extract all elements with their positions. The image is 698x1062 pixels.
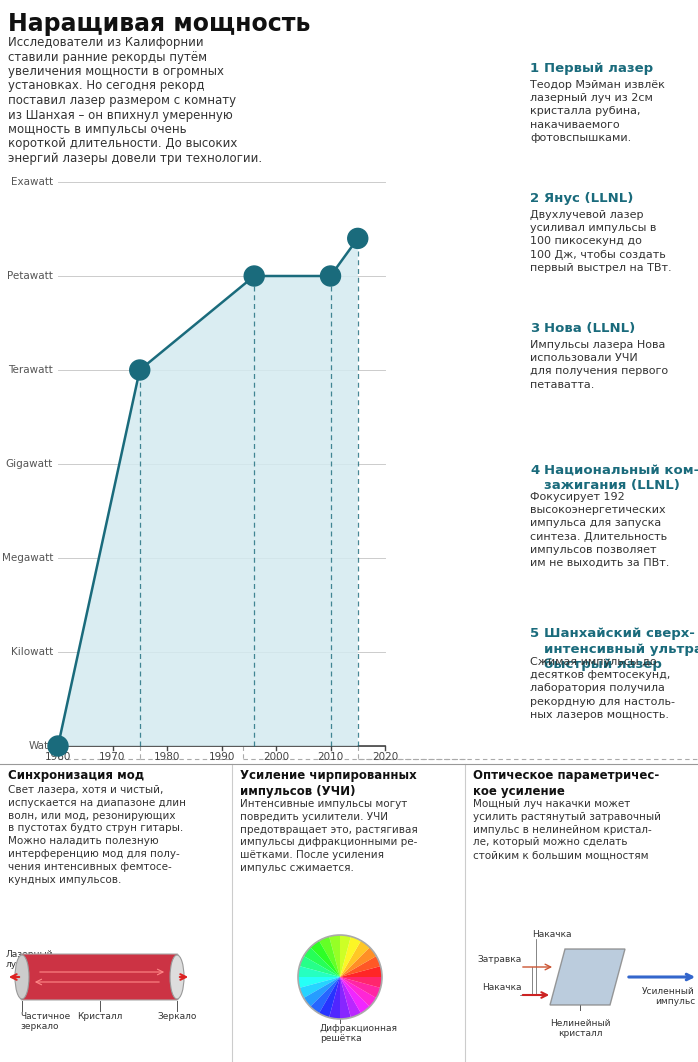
Text: мощность в импульсы очень: мощность в импульсы очень (8, 123, 186, 136)
Text: ставили ранние рекорды путём: ставили ранние рекорды путём (8, 51, 207, 64)
Text: Кристалл: Кристалл (77, 1012, 122, 1021)
Wedge shape (340, 956, 380, 977)
Text: 1970: 1970 (99, 752, 126, 763)
Text: короткой длительности. До высоких: короткой длительности. До высоких (8, 137, 237, 151)
Text: Сжимая импульсы до
десятков фемтосекунд,
лаборатория получила
рекордную для наст: Сжимая импульсы до десятков фемтосекунд,… (530, 657, 675, 720)
Text: Теодор Мэйман извлёк
лазерный луч из 2см
кристалла рубина,
накачиваемого
фотовсп: Теодор Мэйман извлёк лазерный луч из 2см… (530, 80, 665, 142)
Text: Оптическое параметричес-
кое усиление: Оптическое параметричес- кое усиление (473, 769, 659, 798)
Text: Watt: Watt (29, 741, 53, 751)
Circle shape (48, 736, 68, 756)
Wedge shape (340, 977, 380, 998)
Text: Нелинейный
кристалл: Нелинейный кристалл (550, 1020, 610, 1039)
Text: Интенсивные импульсы могут
повредить усилители. УЧИ
предотвращает это, растягива: Интенсивные импульсы могут повредить уси… (240, 799, 417, 873)
Wedge shape (340, 977, 370, 1013)
Circle shape (320, 266, 341, 286)
Wedge shape (340, 935, 351, 977)
Text: Мощный луч накачки может
усилить растянутый затравочный
импульс в нелинейном кри: Мощный луч накачки может усилить растяну… (473, 799, 661, 860)
Text: Свет лазера, хотя и чистый,
испускается на диапазоне длин
волн, или мод, резонир: Свет лазера, хотя и чистый, испускается … (8, 785, 186, 885)
Text: 4: 4 (327, 271, 334, 281)
Wedge shape (340, 947, 376, 977)
Text: 2010: 2010 (318, 752, 343, 763)
Wedge shape (340, 941, 370, 977)
Text: Янус (LLNL): Янус (LLNL) (544, 192, 633, 205)
Wedge shape (298, 966, 340, 977)
Wedge shape (329, 935, 340, 977)
Circle shape (244, 266, 265, 286)
Text: Exawatt: Exawatt (11, 177, 53, 187)
Text: 1960: 1960 (45, 752, 71, 763)
Text: Kilowatt: Kilowatt (10, 647, 53, 657)
Text: 2020: 2020 (372, 752, 398, 763)
Wedge shape (299, 956, 340, 977)
Text: Нова (LLNL): Нова (LLNL) (544, 322, 635, 335)
Wedge shape (304, 947, 340, 977)
Text: 5: 5 (530, 627, 539, 640)
Text: Зеркало: Зеркало (157, 1012, 197, 1021)
Ellipse shape (170, 955, 184, 999)
Wedge shape (319, 937, 340, 977)
Text: Усиление чирпированных
импульсов (УЧИ): Усиление чирпированных импульсов (УЧИ) (240, 769, 417, 798)
Wedge shape (340, 937, 361, 977)
Text: Накачка: Накачка (532, 930, 572, 939)
Text: 3: 3 (530, 322, 540, 335)
Text: 2: 2 (530, 192, 539, 205)
Text: Исследователи из Калифорнии: Исследователи из Калифорнии (8, 36, 204, 49)
Text: Дифракционная
решётка: Дифракционная решётка (320, 1024, 398, 1043)
Ellipse shape (15, 955, 29, 999)
Text: Частичное
зеркало: Частичное зеркало (20, 1012, 70, 1031)
Text: Gigawatt: Gigawatt (6, 459, 53, 469)
Wedge shape (340, 977, 376, 1007)
Text: 1990: 1990 (208, 752, 235, 763)
Wedge shape (311, 977, 340, 1013)
Text: 1: 1 (54, 741, 62, 751)
Wedge shape (329, 977, 340, 1020)
Text: Наращивая мощность: Наращивая мощность (8, 12, 311, 36)
Text: Лазерный
луч: Лазерный луч (6, 949, 54, 969)
Text: 2000: 2000 (263, 752, 289, 763)
Wedge shape (340, 977, 361, 1017)
Text: Синхронизация мод: Синхронизация мод (8, 769, 144, 782)
Polygon shape (58, 238, 358, 746)
Text: 5: 5 (354, 234, 362, 243)
Text: Импульсы лазера Нова
использовали УЧИ
для получения первого
петаватта.: Импульсы лазера Нова использовали УЧИ дл… (530, 340, 668, 390)
Text: Фокусирует 192
высокоэнергетических
импульса для запуска
синтеза. Длительность
и: Фокусирует 192 высокоэнергетических импу… (530, 492, 669, 568)
Wedge shape (340, 977, 351, 1020)
Text: из Шанхая – он впихнул умеренную: из Шанхая – он впихнул умеренную (8, 108, 232, 121)
Wedge shape (340, 966, 382, 977)
Text: 4: 4 (530, 464, 540, 477)
Text: 2: 2 (136, 365, 144, 375)
Wedge shape (319, 977, 340, 1017)
Text: поставил лазер размером с комнату: поставил лазер размером с комнату (8, 95, 236, 107)
Wedge shape (340, 977, 382, 988)
Circle shape (348, 228, 368, 249)
Text: 1980: 1980 (154, 752, 180, 763)
Text: энергий лазеры довели три технологии.: энергий лазеры довели три технологии. (8, 152, 262, 165)
Circle shape (130, 360, 150, 380)
Wedge shape (298, 977, 340, 988)
Wedge shape (311, 941, 340, 977)
Text: Усиленный
импульс: Усиленный импульс (642, 987, 695, 1007)
Text: Затравка: Затравка (477, 955, 522, 963)
Text: Шанхайский сверх-
интенсивный ультра-
быстрый лазер: Шанхайский сверх- интенсивный ультра- бы… (544, 627, 698, 671)
FancyBboxPatch shape (21, 954, 178, 1000)
Wedge shape (299, 977, 340, 998)
Text: Petawatt: Petawatt (7, 271, 53, 281)
Text: 1: 1 (530, 62, 539, 75)
Text: Первый лазер: Первый лазер (544, 62, 653, 75)
Text: увеличения мощности в огромных: увеличения мощности в огромных (8, 65, 224, 78)
Text: Национальный ком-
зажигания (LLNL): Национальный ком- зажигания (LLNL) (544, 464, 698, 493)
Wedge shape (304, 977, 340, 1007)
Text: Накачка: Накачка (482, 982, 522, 992)
Text: 3: 3 (251, 271, 258, 281)
Polygon shape (550, 949, 625, 1005)
Text: установках. Но сегодня рекорд: установках. Но сегодня рекорд (8, 80, 205, 92)
Text: Двухлучевой лазер
усиливал импульсы в
100 пикосекунд до
100 Дж, чтобы создать
пе: Двухлучевой лазер усиливал импульсы в 10… (530, 210, 671, 273)
Text: Terawatt: Terawatt (8, 365, 53, 375)
Text: Megawatt: Megawatt (1, 553, 53, 563)
